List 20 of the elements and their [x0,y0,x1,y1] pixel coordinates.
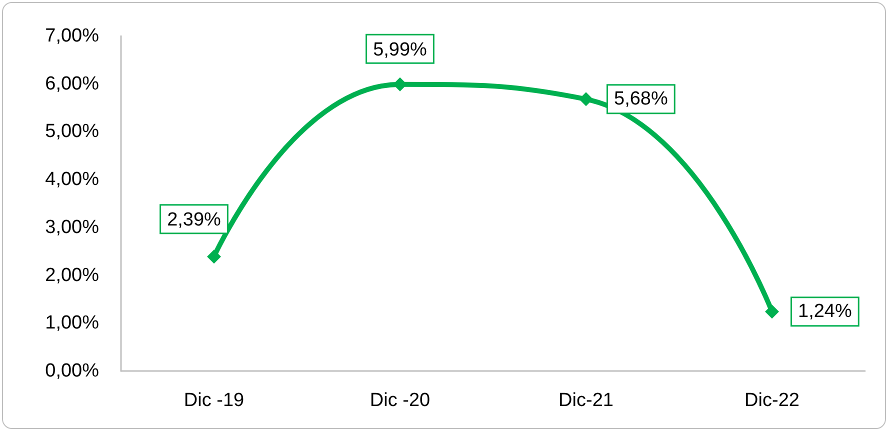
x-tick-label: Dic-21 [558,390,614,411]
point [579,92,593,106]
point [765,304,779,319]
data-label: 5,68% [614,88,668,110]
y-tick-label: 0,00% [45,360,100,382]
y-tick-label: 2,00% [45,264,100,286]
x-tick-label: Dic -19 [184,390,244,411]
point [207,250,221,264]
y-tick-label: 4,00% [45,169,100,190]
x-tick-label: Dic -20 [370,390,430,411]
y-tick-label: 5,00% [45,121,100,142]
y-tick-label: 3,00% [45,216,100,238]
x-tick-label: Dic-22 [744,390,800,411]
point [393,77,407,92]
y-tick-label: 6,00% [45,73,100,94]
y-tick-label: 1,00% [45,312,100,334]
y-tick-label: 7,00% [45,26,100,46]
data-label: 1,24% [798,301,852,322]
data-label: 5,99% [373,39,428,60]
data-label: 2,39% [167,210,222,231]
